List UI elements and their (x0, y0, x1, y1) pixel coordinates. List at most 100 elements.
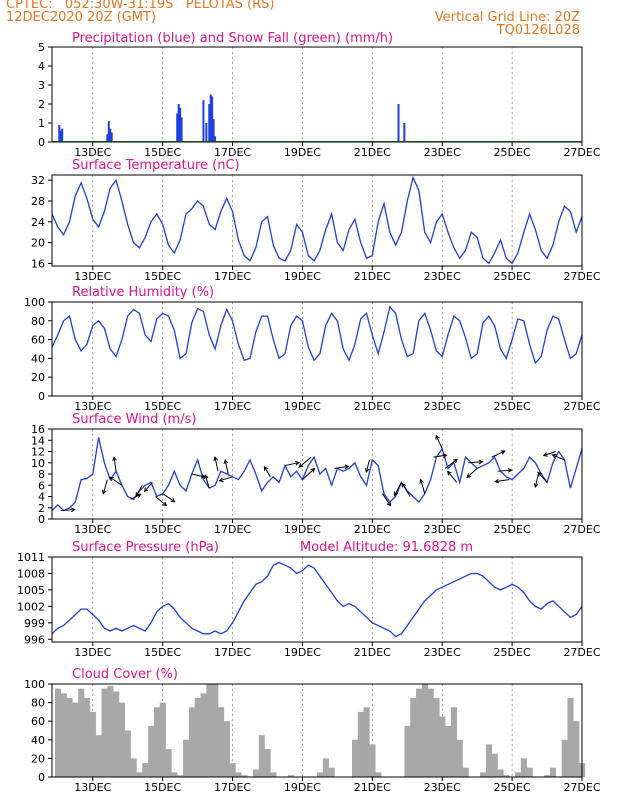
cloud-bar (520, 758, 527, 777)
x-tick-label: 27DEC (563, 270, 600, 283)
x-tick-label: 25DEC (494, 646, 531, 659)
cloud-bar (357, 711, 364, 777)
x-tick-label: 21DEC (354, 270, 391, 283)
wind-arrow-head (507, 468, 513, 473)
y-tick-label: 0 (38, 390, 45, 403)
wind-arrow-head (435, 434, 440, 440)
x-tick-label: 15DEC (144, 523, 181, 536)
cloud-bar (427, 688, 434, 777)
wind-arrow (537, 472, 548, 483)
y-tick-label: 20 (31, 237, 45, 250)
y-tick-label: 12 (31, 446, 45, 459)
panel-title: Precipitation (blue) and Snow Fall (gree… (72, 31, 393, 46)
cloud-bar (317, 772, 324, 777)
y-tick-label: 3 (38, 79, 45, 92)
wind-arrow (162, 493, 175, 503)
wind-arrow (263, 466, 271, 478)
precip-bar (205, 123, 208, 142)
cloud-bar (480, 772, 487, 777)
x-tick-label: 27DEC (563, 146, 600, 159)
wind-arrow-head (542, 452, 548, 457)
panel-frame (51, 46, 583, 143)
precip-bar (110, 132, 113, 142)
wind-arrow-head (101, 489, 107, 495)
cloud-bar (456, 739, 463, 777)
x-tick-label: 19DEC (284, 270, 321, 283)
cloud-bar (54, 688, 62, 777)
wind-arrow (382, 493, 391, 506)
y-tick-label: 10 (31, 457, 45, 470)
wind-arrow (401, 483, 411, 497)
x-tick-label: 17DEC (214, 146, 251, 159)
wind-arrow (60, 509, 75, 512)
wind-arrow (497, 469, 512, 472)
cloud-bar (200, 693, 207, 777)
wind-arrow (495, 479, 510, 483)
vertical-grid-header: Vertical Grid Line: 20Z (434, 10, 580, 25)
cloud-bar (526, 767, 533, 777)
wind-arrow-head (170, 497, 176, 503)
wind-arrow (109, 476, 123, 486)
precip-bar (107, 121, 110, 142)
cloud-bar (497, 769, 504, 777)
wind-arrow (433, 454, 447, 458)
cloud-bar (218, 707, 225, 777)
cloud-bar (113, 691, 120, 777)
wind-arrow-head (447, 470, 452, 476)
x-tick-label: 13DEC (74, 270, 111, 283)
cloud-bar (177, 775, 184, 777)
precip-bar (214, 136, 217, 142)
cloud-bar (235, 772, 242, 777)
x-tick-label: 13DEC (74, 523, 111, 536)
panel-title: Cloud Cover (%) (72, 667, 178, 682)
wind-arrow-head (537, 471, 542, 477)
model-id-header: TQ0126L028 (496, 23, 580, 38)
wind-arrow-head (218, 477, 224, 483)
cloud-bar (567, 697, 574, 777)
wind-arrow (298, 456, 312, 468)
wind-arrow (394, 482, 402, 496)
y-tick-label: 28 (31, 195, 45, 208)
wind-arrow-head (223, 458, 229, 464)
y-tick-label: 40 (31, 352, 45, 365)
x-tick-label: 17DEC (214, 400, 251, 413)
wind-arrow-head (533, 483, 539, 489)
panel-frame (51, 174, 583, 267)
cloud-bar (351, 739, 359, 777)
wind-arrow-head (401, 482, 406, 488)
wind-arrow-head (393, 491, 399, 497)
cloud-bar (183, 739, 190, 777)
wind-arrow (365, 459, 370, 473)
y-tick-label: 80 (31, 697, 45, 710)
wind-arrow-head (551, 454, 557, 459)
series-line (51, 175, 583, 265)
cloud-bar (130, 758, 137, 777)
panel-title: Surface Pressure (hPa) (72, 540, 219, 555)
cloud-bar (375, 772, 382, 777)
x-tick-label: 25DEC (494, 523, 531, 536)
cloud-bar (101, 688, 108, 777)
cloud-bar (322, 758, 329, 777)
y-tick-label: 4 (38, 491, 45, 504)
cloud-bar (491, 753, 498, 777)
wind-arrow-head (109, 476, 114, 482)
precip-bar (212, 119, 215, 142)
precip-bar (106, 134, 109, 142)
panel-frame (51, 683, 583, 778)
series-line (51, 561, 583, 638)
x-tick-label: 19DEC (284, 400, 321, 413)
cloud-bar (153, 707, 161, 777)
wind-arrow-head (70, 507, 76, 513)
y-tick-label: 100 (24, 678, 45, 691)
y-tick-label: 80 (31, 315, 45, 328)
panel-title: Relative Humidity (%) (72, 285, 214, 300)
cloud-bar (421, 684, 428, 777)
panel-frame (51, 301, 583, 397)
y-tick-label: 2 (38, 502, 45, 515)
wind-arrow (420, 479, 426, 494)
y-tick-label: 6 (38, 479, 45, 492)
x-tick-label: 27DEC (563, 523, 600, 536)
precip-bar (179, 107, 182, 142)
cloud-bar (439, 716, 446, 777)
x-tick-label: 15DEC (144, 781, 181, 794)
